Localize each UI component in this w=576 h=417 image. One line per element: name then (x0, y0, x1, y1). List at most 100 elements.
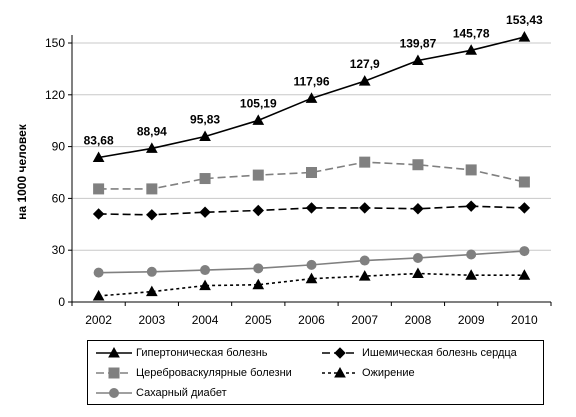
series-marker (146, 266, 157, 277)
series-marker (146, 183, 158, 195)
legend-marker (334, 347, 346, 359)
x-tick-label: 2010 (511, 313, 538, 327)
series-3 (92, 267, 531, 301)
legend-swatch (322, 347, 358, 359)
x-tick-label: 2006 (298, 313, 325, 327)
series-marker (93, 183, 105, 195)
data-label: 88,94 (137, 124, 167, 138)
series-marker (252, 278, 265, 290)
legend-marker (108, 346, 120, 358)
series-marker (253, 263, 264, 274)
series-marker (146, 209, 158, 221)
legend-item: Гипертоническая болезнь (94, 343, 268, 363)
x-tick-label: 2009 (458, 313, 485, 327)
series-marker (92, 208, 105, 220)
x-tick-label: 2003 (138, 313, 165, 327)
legend-item: Ишемическая болезнь сердца (320, 343, 517, 363)
x-tick-label: 2007 (351, 313, 378, 327)
series-marker (518, 176, 530, 188)
series-marker (466, 249, 477, 260)
legend-label: Ишемическая болезнь сердца (362, 347, 517, 359)
y-tick-label: 120 (45, 88, 65, 102)
series-marker (92, 151, 105, 163)
series-marker (519, 246, 530, 257)
legend-swatch (96, 367, 132, 379)
series-marker (200, 265, 211, 276)
legend-label: Цереброваскулярные болезни (136, 367, 292, 379)
series-marker (306, 259, 317, 270)
series-marker (199, 206, 211, 218)
data-label: 145,78 (453, 26, 490, 40)
series-2 (93, 156, 530, 195)
series-marker (412, 267, 424, 279)
series-marker (199, 279, 211, 291)
series-marker (412, 159, 424, 171)
series-layer (92, 31, 531, 301)
series-marker (465, 44, 478, 55)
series-marker (359, 202, 371, 214)
series-marker (359, 156, 371, 168)
series-marker (465, 164, 477, 176)
legend-label: Сахарный диабет (136, 387, 227, 399)
data-label: 139,87 (400, 36, 437, 50)
x-tick-label: 2002 (85, 313, 112, 327)
axes: 0 30 60 90 120 150 2002 2003 2004 2005 2006 2007 200… (45, 35, 552, 327)
series-marker (92, 289, 105, 301)
data-label: 153,43 (506, 13, 543, 27)
series-marker (199, 130, 211, 142)
data-label: 95,83 (190, 113, 220, 127)
series-marker (145, 142, 158, 153)
x-tick-label: 2004 (192, 313, 219, 327)
legend-swatch (322, 366, 358, 378)
data-label: 105,19 (240, 96, 277, 110)
series-marker (306, 167, 317, 178)
data-label: 117,96 (293, 74, 329, 88)
legend-swatch (96, 346, 132, 358)
series-marker (465, 200, 477, 212)
series-marker (305, 92, 318, 103)
legend-label: Гипертоническая болезнь (136, 347, 268, 359)
y-tick-label: 0 (58, 295, 65, 309)
data-label: 83,68 (84, 134, 114, 148)
legend-item: Ожирение (320, 363, 415, 383)
y-tick-label: 150 (45, 36, 65, 50)
series-marker (518, 269, 531, 280)
series-marker (93, 267, 104, 278)
series-marker (412, 203, 424, 215)
series-marker (412, 252, 423, 263)
legend-label: Ожирение (362, 367, 415, 379)
legend: Гипертоническая болезнь Ишемическая болез… (87, 340, 544, 405)
series-line (98, 272, 525, 297)
series-marker (252, 204, 264, 217)
series-marker (199, 173, 211, 185)
series-0 (92, 31, 531, 163)
series-marker (305, 202, 318, 214)
legend-item: Цереброваскулярные болезни (94, 363, 292, 383)
legend-item: Сахарный диабет (94, 383, 227, 403)
series-marker (465, 269, 478, 280)
series-marker (518, 31, 531, 42)
x-tick-label: 2008 (405, 313, 432, 327)
y-tick-label: 90 (52, 140, 66, 154)
legend-marker (109, 388, 119, 398)
x-tick-label: 2005 (245, 313, 272, 327)
legend-marker (108, 367, 120, 379)
series-marker (359, 255, 370, 266)
series-marker (412, 54, 424, 65)
y-tick-label: 30 (52, 243, 66, 257)
data-labels: 83,68 88,94 95,83 105,19 117,96 127,9 139,87 14… (84, 13, 543, 147)
legend-swatch (96, 388, 132, 398)
series-marker (252, 114, 265, 125)
series-marker (145, 285, 158, 297)
series-marker (305, 272, 318, 284)
series-marker (518, 202, 531, 214)
legend-marker (334, 366, 346, 378)
series-line (98, 205, 525, 216)
y-tick-label: 60 (52, 191, 66, 205)
series-4 (93, 246, 530, 278)
series-marker (358, 75, 371, 86)
y-axis-label: на 1000 человек (15, 123, 29, 220)
series-marker (252, 169, 264, 181)
data-label: 127,9 (350, 57, 380, 71)
